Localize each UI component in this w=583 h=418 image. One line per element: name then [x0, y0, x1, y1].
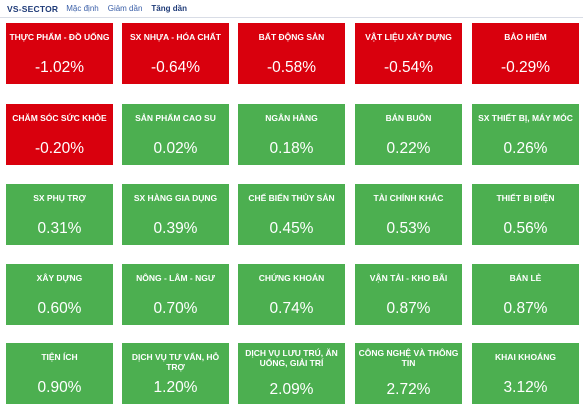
sector-name: KHAI KHOÁNG: [495, 352, 556, 362]
sector-name: VẬT LIỆU XÂY DỰNG: [365, 32, 452, 42]
sector-change: -0.20%: [34, 140, 85, 157]
sector-change: -1.02%: [34, 59, 85, 76]
sector-tile[interactable]: BẢO HIỂM -0.29%: [472, 23, 579, 84]
sector-tile[interactable]: SX NHỰA - HÓA CHẤT -0.64%: [122, 23, 229, 84]
sector-tile[interactable]: VẬT LIỆU XÂY DỰNG -0.54%: [355, 23, 462, 84]
sector-name: CHẾ BIẾN THỦY SẢN: [248, 193, 335, 203]
sector-name: DỊCH VỤ LƯU TRÚ, ĂN UỐNG, GIẢI TRÍ: [245, 348, 338, 368]
sector-change: 0.90%: [37, 379, 82, 396]
tab-sort-ascending[interactable]: Tăng dần: [151, 4, 187, 13]
sector-change: 0.31%: [37, 220, 82, 237]
sector-change: 0.18%: [269, 140, 314, 157]
sector-name: THIẾT BỊ ĐIỆN: [496, 193, 555, 203]
sector-change: 3.12%: [503, 379, 548, 396]
sector-tile[interactable]: SẢN PHẨM CAO SU 0.02%: [122, 104, 229, 165]
sector-name: TIỆN ÍCH: [41, 352, 78, 362]
tab-sort-descending[interactable]: Giảm dần: [107, 4, 143, 13]
sector-change: 0.22%: [386, 140, 431, 157]
sector-tile[interactable]: NÔNG - LÂM - NGƯ 0.70%: [122, 264, 229, 325]
sector-change: 0.39%: [153, 220, 198, 237]
sector-tile[interactable]: TÀI CHÍNH KHÁC 0.53%: [355, 184, 462, 245]
sector-tile[interactable]: DỊCH VỤ TƯ VẤN, HỖ TRỢ 1.20%: [122, 343, 229, 404]
sector-name: CHỨNG KHOÁN: [258, 273, 325, 283]
tab-default-sort[interactable]: Mặc định: [66, 4, 99, 13]
sector-name: NÔNG - LÂM - NGƯ: [136, 273, 215, 283]
sector-tile[interactable]: VẬN TẢI - KHO BÃI 0.87%: [355, 264, 462, 325]
sector-tile[interactable]: SX PHỤ TRỢ 0.31%: [6, 184, 113, 245]
sector-change: 2.72%: [386, 381, 431, 398]
sector-change: 0.02%: [153, 140, 198, 157]
sector-name: BẢO HIỂM: [504, 32, 547, 42]
sector-change: 0.45%: [269, 220, 314, 237]
sector-name: CÔNG NGHỆ VÀ THÔNG TIN: [358, 348, 459, 368]
sector-tile[interactable]: CHĂM SÓC SỨC KHỎE -0.20%: [6, 104, 113, 165]
sector-name: BÁN BUÔN: [385, 113, 432, 123]
sector-name: SX THIẾT BỊ, MÁY MÓC: [478, 113, 573, 123]
sector-tile[interactable]: DỊCH VỤ LƯU TRÚ, ĂN UỐNG, GIẢI TRÍ 2.09%: [238, 343, 345, 404]
sector-change: -0.58%: [266, 59, 317, 76]
sector-name: BẤT ĐỘNG SẢN: [258, 32, 325, 42]
sector-tile[interactable]: KHAI KHOÁNG 3.12%: [472, 343, 579, 404]
sector-tile[interactable]: THIẾT BỊ ĐIỆN 0.56%: [472, 184, 579, 245]
sector-tile[interactable]: BẤT ĐỘNG SẢN -0.58%: [238, 23, 345, 84]
sector-tile[interactable]: SX THIẾT BỊ, MÁY MÓC 0.26%: [472, 104, 579, 165]
sector-name: SX PHỤ TRỢ: [33, 193, 86, 203]
sector-change: 2.09%: [269, 381, 314, 398]
sector-name: CHĂM SÓC SỨC KHỎE: [12, 113, 107, 123]
sector-heatmap-grid: THỰC PHẨM - ĐỒ UỐNG -1.02% SX NHỰA - HÓA…: [0, 22, 583, 418]
sector-name: SX NHỰA - HÓA CHẤT: [130, 32, 221, 42]
sector-tile[interactable]: CHỨNG KHOÁN 0.74%: [238, 264, 345, 325]
brand-title: VS-SECTOR: [7, 3, 59, 14]
sector-name: XÂY DỰNG: [36, 273, 83, 283]
sector-tile[interactable]: XÂY DỰNG 0.60%: [6, 264, 113, 325]
sector-tile[interactable]: NGÂN HÀNG 0.18%: [238, 104, 345, 165]
sector-name: VẬN TẢI - KHO BÃI: [369, 273, 448, 283]
sector-change: 0.87%: [386, 300, 431, 317]
sector-name: DỊCH VỤ TƯ VẤN, HỖ TRỢ: [131, 352, 220, 372]
sector-change: 0.26%: [503, 140, 548, 157]
sector-tile[interactable]: BÁN BUÔN 0.22%: [355, 104, 462, 165]
sector-name: SẢN PHẨM CAO SU: [135, 113, 216, 123]
sector-change: 0.56%: [503, 220, 548, 237]
sector-name: TÀI CHÍNH KHÁC: [373, 193, 444, 203]
sector-change: 0.87%: [503, 300, 548, 317]
sector-tile[interactable]: CÔNG NGHỆ VÀ THÔNG TIN 2.72%: [355, 343, 462, 404]
sector-change: 0.74%: [269, 300, 314, 317]
sector-change: 0.70%: [153, 300, 198, 317]
sector-change: 1.20%: [153, 379, 198, 396]
sector-name: NGÂN HÀNG: [265, 113, 318, 123]
sector-change: -0.29%: [500, 59, 551, 76]
sector-change: 0.53%: [386, 220, 431, 237]
sector-tile[interactable]: BÁN LẺ 0.87%: [472, 264, 579, 325]
sector-change: 0.60%: [37, 300, 82, 317]
sector-tile[interactable]: SX HÀNG GIA DỤNG 0.39%: [122, 184, 229, 245]
sector-tile[interactable]: CHẾ BIẾN THỦY SẢN 0.45%: [238, 184, 345, 245]
sector-change: -0.64%: [150, 59, 201, 76]
sector-name: SX HÀNG GIA DỤNG: [133, 193, 218, 203]
sector-name: THỰC PHẨM - ĐỒ UỐNG: [9, 32, 110, 42]
sector-tile[interactable]: TIỆN ÍCH 0.90%: [6, 343, 113, 404]
sector-header: VS-SECTOR Mặc định Giảm dần Tăng dần: [0, 0, 583, 18]
sector-change: -0.54%: [383, 59, 434, 76]
sector-tile[interactable]: THỰC PHẨM - ĐỒ UỐNG -1.02%: [6, 23, 113, 84]
sector-name: BÁN LẺ: [509, 273, 542, 283]
